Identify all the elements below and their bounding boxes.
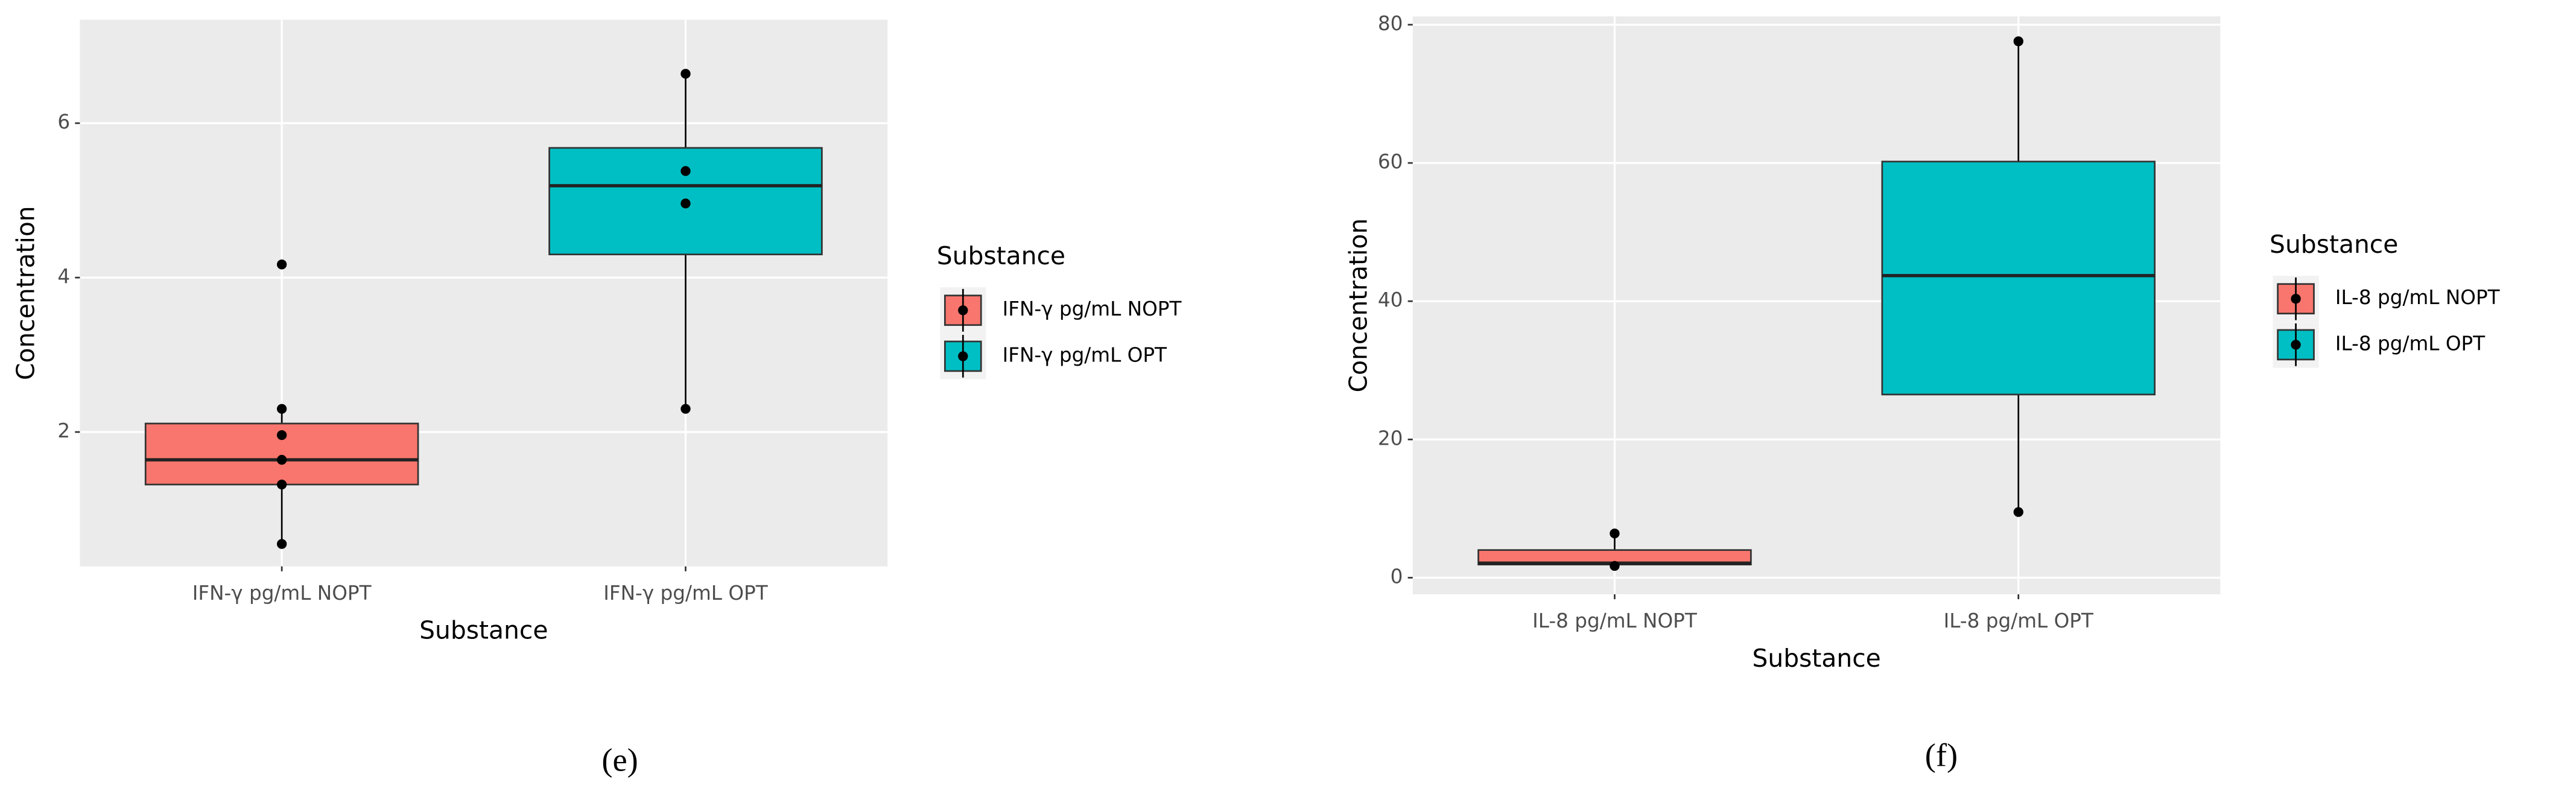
x-tick-label: IL-8 pg/mL OPT [1944,609,2094,632]
caption: (e) [601,742,638,778]
legend-label: IL-8 pg/mL OPT [2335,332,2486,355]
x-axis-title: Substance [1752,644,1880,673]
legend-key-dot [2291,340,2301,350]
y-tick-label: 60 [1378,150,1403,173]
point [1610,561,1620,571]
y-tick-label: 0 [1391,565,1403,588]
legend-label: IFN-γ pg/mL OPT [1003,343,1167,366]
x-axis-title: Substance [419,616,548,645]
point [680,166,691,176]
y-tick-label: 80 [1378,12,1403,35]
legend-label: IFN-γ pg/mL NOPT [1003,297,1182,320]
point [2013,507,2023,517]
y-tick-label: 2 [57,419,70,442]
y-tick-label: 40 [1378,288,1403,311]
legend-title: Substance [2270,230,2398,259]
point [276,479,287,490]
point [276,259,287,270]
x-tick-label: IL-8 pg/mL NOPT [1532,609,1698,632]
legend-key-dot [958,351,968,361]
legend-label: IL-8 pg/mL NOPT [2335,286,2501,309]
box [1881,160,2156,396]
point [2013,36,2023,46]
point [680,69,691,79]
point [276,454,287,465]
y-tick-label: 20 [1378,427,1403,450]
caption: (f) [1925,737,1958,774]
y-axis-title: Concentration [11,206,40,380]
y-axis-title: Concentration [1344,218,1373,393]
box [144,422,419,486]
x-tick-label: IFN-γ pg/mL OPT [603,582,768,605]
point [276,430,287,440]
point [276,539,287,549]
point [680,404,691,414]
x-tick-label: IFN-γ pg/mL NOPT [192,582,372,605]
legend-title: Substance [937,241,1065,270]
point [1610,528,1620,539]
legend-key-dot [958,305,968,316]
y-tick-label: 6 [57,110,70,133]
point [680,199,691,209]
point [276,404,287,414]
legend-key-dot [2291,294,2301,304]
y-tick-label: 4 [57,265,70,288]
